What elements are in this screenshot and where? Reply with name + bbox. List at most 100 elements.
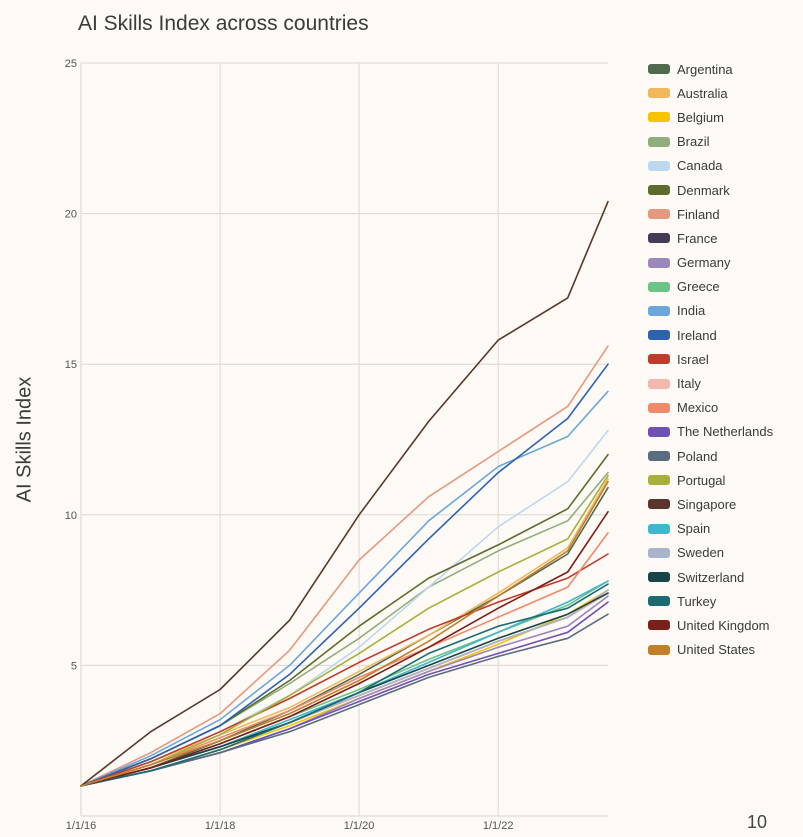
series-line-israel [80, 553, 609, 787]
legend-label: Switzerland [677, 569, 745, 585]
legend-swatch [648, 523, 670, 534]
page-number: 10 [747, 812, 768, 832]
legend-label: Portugal [677, 472, 726, 488]
legend-swatch [648, 305, 670, 316]
legend-swatch [648, 257, 670, 268]
legend-label: Brazil [677, 134, 710, 150]
legend-swatch [648, 354, 670, 365]
legend-label: Singapore [677, 496, 737, 512]
legend-swatch [648, 572, 670, 583]
legend-item-sweden: Sweden [648, 541, 773, 565]
series-line-india [80, 390, 609, 787]
legend-label: The Netherlands [677, 424, 774, 440]
legend-label: Finland [677, 206, 720, 222]
legend-item-belgium: Belgium [648, 105, 773, 129]
legend-label: Sweden [677, 545, 724, 561]
legend-item-switzerland: Switzerland [648, 565, 773, 589]
legend-swatch [648, 64, 670, 75]
legend-label: Israel [677, 351, 709, 367]
legend-swatch [648, 112, 670, 123]
legend-item-greece: Greece [648, 275, 773, 299]
legend-swatch [648, 88, 670, 99]
legend-item-ireland: Ireland [648, 323, 773, 347]
legend-swatch [648, 209, 670, 220]
legend-item-the-netherlands: The Netherlands [648, 420, 773, 444]
legend-item-singapore: Singapore [648, 492, 773, 516]
legend-item-australia: Australia [648, 81, 773, 105]
legend-label: Germany [677, 255, 731, 271]
legend-item-india: India [648, 299, 773, 323]
legend-swatch [648, 426, 670, 437]
legend-item-united-states: United States [648, 638, 773, 662]
legend-label: Turkey [677, 593, 717, 609]
legend-label: Ireland [677, 327, 717, 343]
legend-item-mexico: Mexico [648, 396, 773, 420]
legend-label: Belgium [677, 109, 724, 125]
legend-item-portugal: Portugal [648, 468, 773, 492]
legend-label: United States [677, 642, 756, 658]
x-tick-label: 1/1/22 [483, 820, 514, 832]
series-line-poland [80, 613, 609, 787]
legend-swatch [648, 547, 670, 558]
legend-swatch [648, 402, 670, 413]
x-tick-label: 1/1/16 [66, 820, 97, 832]
series-line-turkey [80, 583, 609, 787]
series-line-united-kingdom [80, 510, 609, 787]
legend-item-spain: Spain [648, 517, 773, 541]
x-tick-label: 1/1/20 [344, 820, 375, 832]
legend-label: Italy [677, 376, 701, 392]
series-line-finland [80, 345, 609, 787]
series-line-ireland [80, 363, 609, 787]
series-line-argentina [80, 486, 609, 787]
legend-item-finland: Finland [648, 202, 773, 226]
legend-label: Australia [677, 85, 728, 101]
y-tick-label: 5 [71, 660, 77, 672]
legend-label: Denmark [677, 182, 730, 198]
legend-item-germany: Germany [648, 251, 773, 275]
legend-swatch [648, 185, 670, 196]
legend-label: Poland [677, 448, 718, 464]
legend-swatch [648, 596, 670, 607]
legend-swatch [648, 378, 670, 389]
x-tick-label: 1/1/18 [205, 820, 236, 832]
y-tick-label: 20 [65, 209, 77, 221]
legend-item-united-kingdom: United Kingdom [648, 613, 773, 637]
legend-swatch [648, 620, 670, 631]
y-tick-label: 15 [65, 359, 77, 371]
legend-label: France [677, 230, 718, 246]
legend-swatch [648, 233, 670, 244]
series-line-australia [80, 477, 609, 787]
series-line-portugal [80, 474, 609, 787]
legend-label: India [677, 303, 706, 319]
legend-item-denmark: Denmark [648, 178, 773, 202]
legend-swatch [648, 451, 670, 462]
legend-label: Mexico [677, 400, 719, 416]
legend-item-poland: Poland [648, 444, 773, 468]
legend-swatch [648, 136, 670, 147]
legend-item-turkey: Turkey [648, 589, 773, 613]
legend-item-israel: Israel [648, 347, 773, 371]
series-line-brazil [80, 471, 609, 787]
legend-label: United Kingdom [677, 617, 770, 633]
legend-label: Greece [677, 279, 720, 295]
series-line-singapore [80, 200, 609, 787]
legend-swatch [648, 160, 670, 171]
legend-swatch [648, 644, 670, 655]
legend-swatch [648, 475, 670, 486]
line-chart: 5 10 15 20 25 1/1/16 1/1/18 1/1/20 1/1/22 [65, 58, 609, 832]
series-line-united-states [80, 480, 609, 787]
legend-item-italy: Italy [648, 371, 773, 395]
series-line-mexico [80, 532, 609, 787]
legend-item-brazil: Brazil [648, 130, 773, 154]
legend-label: Argentina [677, 61, 733, 77]
legend-item-france: France [648, 226, 773, 250]
y-tick-label: 25 [65, 58, 77, 70]
legend-label: Spain [677, 521, 711, 537]
legend-item-canada: Canada [648, 154, 773, 178]
chart-title: AI Skills Index across countries [78, 12, 369, 35]
legend-item-argentina: Argentina [648, 57, 773, 81]
legend-swatch [648, 499, 670, 510]
legend-swatch [648, 330, 670, 341]
legend-swatch [648, 281, 670, 292]
y-tick-label: 10 [65, 510, 77, 522]
